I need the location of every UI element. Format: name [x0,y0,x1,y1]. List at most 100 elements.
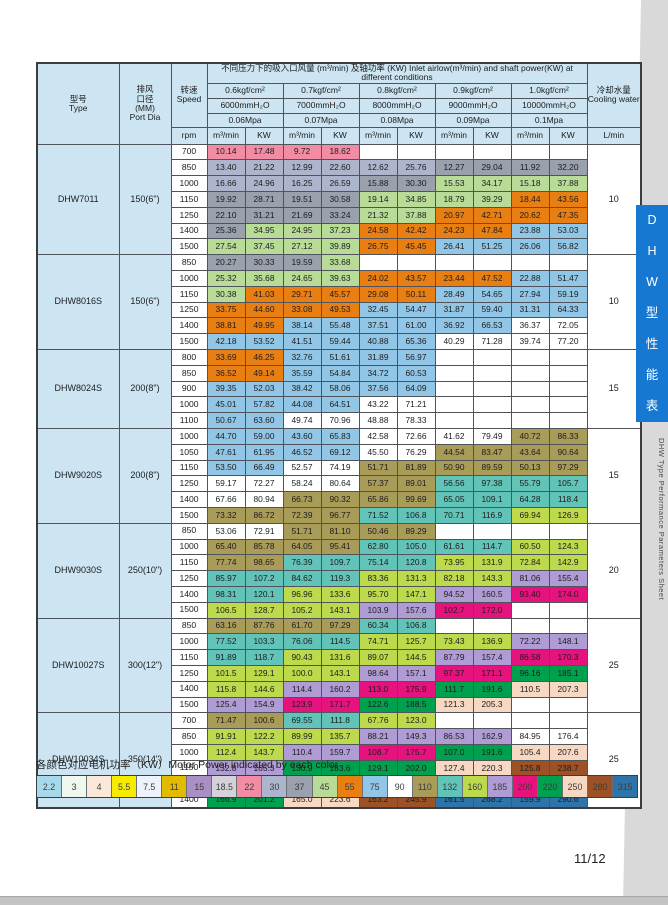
kw-value-cell: 59.19 [548,285,588,303]
pressure-kgf-3: 0.9kgf/cm² [434,82,512,99]
kw-value-cell: 149.3 [396,728,436,745]
kw-value-cell: 60.53 [396,364,436,382]
flow-value-cell: 52.57 [282,459,322,477]
flow-value-cell: 9.72 [282,143,322,161]
kw-value-cell [396,254,436,272]
flow-value-cell: 60.50 [510,538,550,556]
kw-value-cell: 45.57 [320,285,360,303]
rpm-cell: 1400 [170,317,208,335]
kw-value-cell [472,143,512,161]
flow-value-cell: 23.88 [510,222,550,240]
kw-value-cell [472,364,512,382]
kw-value-cell: 100.6 [244,712,284,730]
legend-swatch: 132 [437,776,463,797]
flow-value-cell: 107.0 [434,743,474,761]
rpm-cell: 700 [170,143,208,161]
kw-value-cell: 99.69 [396,491,436,509]
flow-value-cell: 12.99 [282,159,322,177]
model-name-cell: DHW7011 [36,143,120,256]
rpm-unit-header: rpm [170,126,208,145]
kw-value-cell [548,349,588,366]
side-tab: D H W 型性能表 [636,205,668,422]
kw-value-cell: 136.9 [472,633,512,651]
flow-value-cell: 84.62 [282,570,322,587]
flow-value-cell: 48.88 [358,412,398,430]
data-row: 1150 77.74 98.65 76.39 109.7 75.14 120.8 73.95 1… [37,554,641,572]
kw-value-cell: 81.10 [320,522,360,540]
kw-value-cell: 34.17 [472,175,512,193]
kw-value-cell: 55.48 [320,317,360,335]
legend-swatch: 110 [412,776,438,797]
kw-value-cell: 114.5 [320,633,360,651]
flow-value-cell: 50.90 [434,459,474,477]
kw-value-cell: 119.3 [320,570,360,587]
kw-value-cell: 89.29 [396,522,436,540]
kw-value-cell: 37.88 [548,175,588,193]
flow-value-cell: 21.32 [358,206,398,224]
flow-value-cell: 38.81 [206,317,246,335]
rpm-cell: 850 [170,617,208,635]
flow-value-cell: 24.58 [358,222,398,240]
rpm-cell: 1150 [170,285,208,303]
legend-swatch: 4 [87,776,113,797]
flow-value-cell: 31.89 [358,349,398,366]
legend-swatch: 200 [512,776,538,797]
kw-value-cell: 51.25 [472,238,512,256]
flow-value-cell: 72.22 [510,633,550,651]
flow-value-cell: 63.16 [206,617,246,635]
flow-value-cell: 22.88 [510,270,550,287]
flow-value-cell: 58.24 [282,475,322,493]
flow-value-cell: 44.08 [282,396,322,414]
rpm-cell: 850 [170,159,208,177]
flow-value-cell: 127.4 [434,759,474,777]
legend-title: 各颜色对应电机功率（KW）Motor Power indicated by ea… [36,759,339,771]
flow-value-cell: 19.92 [206,191,246,208]
kw-value-cell: 160.5 [472,586,512,603]
kw-value-cell: 171.1 [472,664,512,682]
kw-value-cell: 34.85 [396,191,436,208]
kw-value-cell: 120.8 [396,554,436,572]
flow-value-cell: 33.69 [206,349,246,366]
kw-value-cell: 191.6 [472,680,512,698]
cooling-water-cell: 10 [586,254,642,351]
flow-value-cell: 75.14 [358,554,398,572]
flow-value-cell: 21.69 [282,206,322,224]
kw-value-cell: 30.33 [244,254,284,272]
rpm-cell: 1400 [170,680,208,698]
flow-value-cell: 24.95 [282,222,322,240]
kw-value-cell: 172.0 [472,601,512,619]
flow-value-cell: 95.70 [358,586,398,603]
rpm-cell: 850 [170,254,208,272]
kw-value-cell: 56.82 [548,238,588,256]
data-row: 1000 77.52 103.3 76.06 114.5 74.71 125.7 73.43 1… [37,633,641,651]
rpm-cell: 1250 [170,570,208,587]
kw-value-cell: 18.62 [320,143,360,161]
kw-value-cell: 144.5 [396,649,436,666]
flow-value-cell: 29.71 [282,285,322,303]
kw-value-cell: 90.64 [548,443,588,461]
kw-value-cell: 59.44 [320,333,360,351]
pressure-mmh2o-0: 6000mmH₂O [206,97,284,114]
legend-swatch: 185 [487,776,513,797]
pressure-kgf-1: 0.7kgf/cm² [282,82,360,99]
flow-value-cell: 36.37 [510,317,550,335]
port-dia-cell: 150(6") [118,143,172,256]
kw-value-cell: 135.7 [320,728,360,745]
kw-value-cell: 71.21 [396,396,436,414]
rpm-cell: 1500 [170,238,208,256]
flow-value-cell: 39.35 [206,380,246,398]
flow-value-cell [434,396,474,414]
kw-value-cell [396,143,436,161]
kw-value-cell: 133.6 [320,586,360,603]
flow-value-cell [434,712,474,730]
data-row: DHW10034S 350(14") 700 71.47 100.6 69.55 111.8… [36,712,642,809]
flow-value-cell: 33.75 [206,301,246,319]
rpm-cell: 850 [170,522,208,540]
legend-swatch-row: 2.2 3 4 5.5 7.5 11 15 18.5 22 30 37 45 55 75 90 110 132 1… [36,775,638,798]
kw-value-cell: 42.42 [396,222,436,240]
kw-value-cell: 46.25 [244,349,284,366]
kw-value-cell: 39.89 [320,238,360,256]
rpm-cell: 1500 [170,507,208,524]
data-row: 1500 73.32 86.72 72.39 96.77 71.52 106.8 70.71 1… [37,507,641,524]
kw-value-cell: 66.53 [472,317,512,335]
